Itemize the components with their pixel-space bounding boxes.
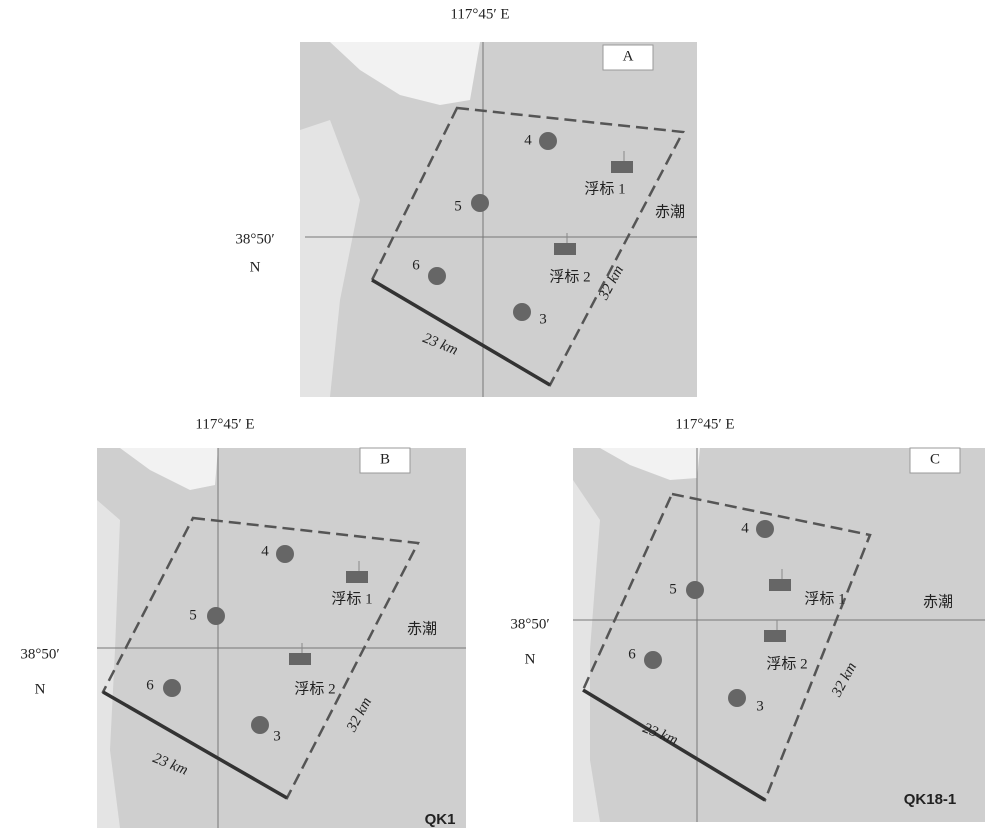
station xyxy=(163,679,181,697)
buoy-label: 浮标 1 xyxy=(584,180,625,197)
station xyxy=(276,545,294,563)
buoy xyxy=(611,161,633,173)
station xyxy=(428,267,446,285)
buoy xyxy=(554,243,576,255)
station-label: 5 xyxy=(189,607,197,623)
station-label: 4 xyxy=(261,543,269,559)
station-label: 3 xyxy=(756,698,764,714)
latitude-dir: N xyxy=(250,259,261,275)
watermark: QK18-1 xyxy=(904,791,957,808)
red-tide-label: 赤潮 xyxy=(407,620,437,637)
station xyxy=(756,520,774,538)
station-label: 4 xyxy=(524,132,532,148)
station xyxy=(207,607,225,625)
station xyxy=(539,132,557,150)
station-label: 5 xyxy=(669,581,677,597)
buoy xyxy=(289,653,311,665)
longitude-label: 117°45′ E xyxy=(195,416,254,432)
buoy xyxy=(769,579,791,591)
buoy xyxy=(346,571,368,583)
station xyxy=(471,194,489,212)
red-tide-label: 赤潮 xyxy=(923,593,953,610)
buoy-label: 浮标 2 xyxy=(549,268,590,285)
station xyxy=(644,651,662,669)
station xyxy=(728,689,746,707)
station-label: 6 xyxy=(628,646,636,662)
station xyxy=(251,716,269,734)
latitude-dir: N xyxy=(525,651,536,667)
station xyxy=(686,581,704,599)
buoy xyxy=(764,630,786,642)
buoy-label: 浮标 2 xyxy=(766,655,807,672)
latitude-label: 38°50′ xyxy=(235,231,274,247)
watermark: QK1 xyxy=(425,811,456,828)
buoy-label: 浮标 1 xyxy=(331,590,372,607)
red-tide-label: 赤潮 xyxy=(655,203,685,220)
station-label: 6 xyxy=(412,257,420,273)
latitude-label: 38°50′ xyxy=(20,646,59,662)
buoy-label: 浮标 1 xyxy=(804,590,845,607)
station-label: 6 xyxy=(146,677,154,693)
panel-label: B xyxy=(380,451,390,467)
longitude-label: 117°45′ E xyxy=(675,416,734,432)
station-label: 5 xyxy=(454,198,462,214)
station xyxy=(513,303,531,321)
station-label: 3 xyxy=(273,728,281,744)
longitude-label: 117°45′ E xyxy=(450,6,509,22)
station-label: 4 xyxy=(741,520,749,536)
sea xyxy=(97,448,466,828)
buoy-label: 浮标 2 xyxy=(294,680,335,697)
panel-label: C xyxy=(930,451,940,467)
station-label: 3 xyxy=(539,311,547,327)
figure: A4563浮标 1浮标 2赤潮32 km23 km117°45′ E38°50′… xyxy=(0,0,987,828)
panel-label: A xyxy=(623,48,634,64)
latitude-label: 38°50′ xyxy=(510,616,549,632)
latitude-dir: N xyxy=(35,681,46,697)
